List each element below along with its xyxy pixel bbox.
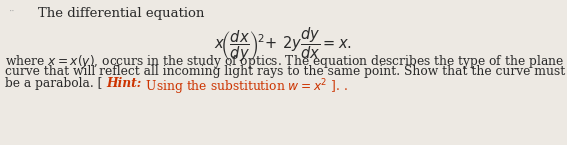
Text: Hint:: Hint: xyxy=(106,77,142,90)
Text: where $x = x(y)$, occurs in the study of optics. The equation describes the type: where $x = x(y)$, occurs in the study of… xyxy=(5,53,564,70)
Text: Using the substitution $w = x^2$ ]. .: Using the substitution $w = x^2$ ]. . xyxy=(142,77,348,97)
Text: The differential equation: The differential equation xyxy=(38,7,204,20)
Text: curve that will reflect all incoming light rays to the same point. Show that the: curve that will reflect all incoming lig… xyxy=(5,65,565,78)
Text: be a parabola. [: be a parabola. [ xyxy=(5,77,106,90)
Text: $x\!\left(\dfrac{dx}{dy}\right)^{\!2}\!+\,2y\dfrac{dy}{dx}=x.$: $x\!\left(\dfrac{dx}{dy}\right)^{\!2}\!+… xyxy=(214,26,352,64)
Text: ··: ·· xyxy=(8,7,15,16)
